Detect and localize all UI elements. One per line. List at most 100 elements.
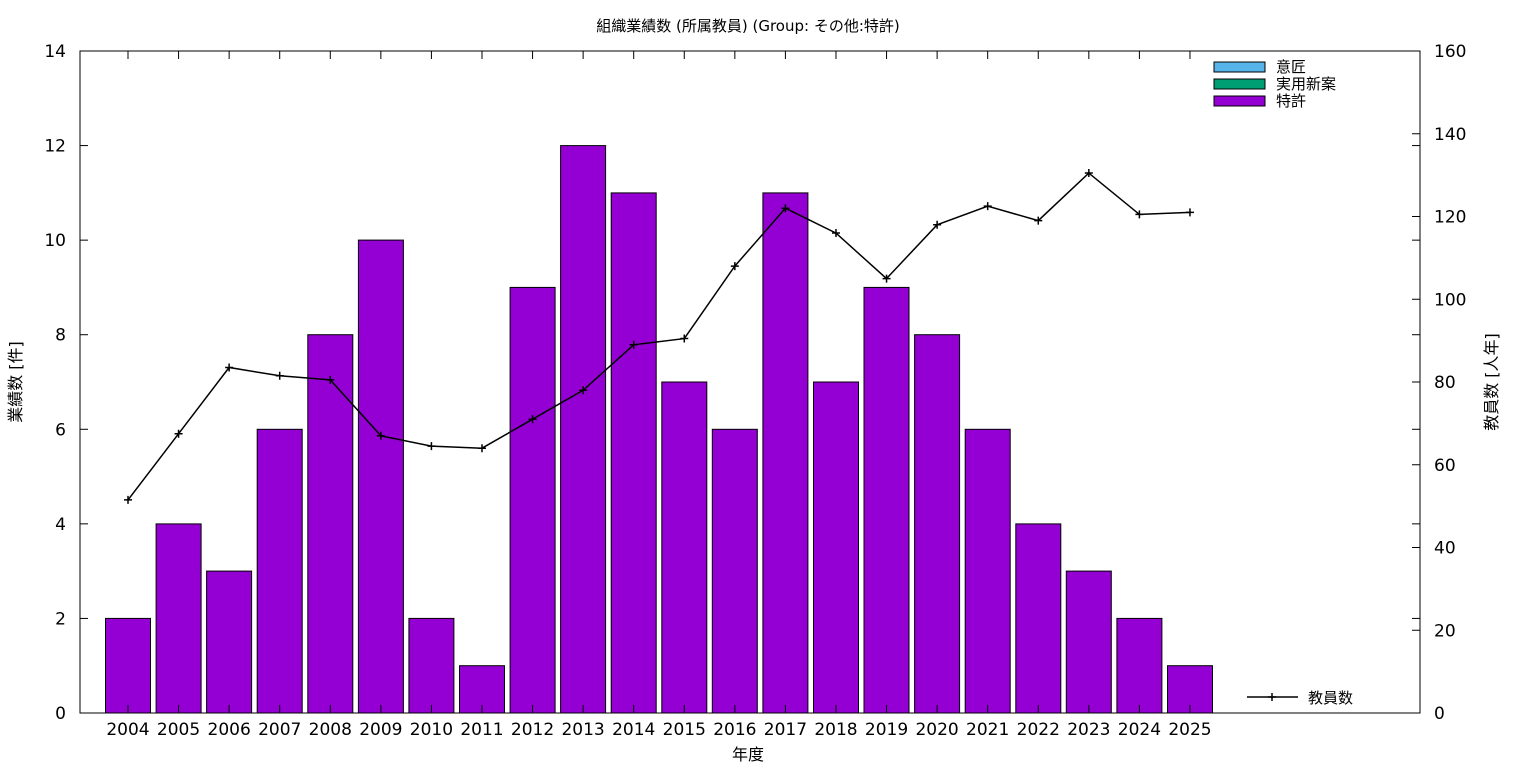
y2-tick-label: 20	[1434, 621, 1456, 641]
legend-line-marker	[1268, 693, 1276, 701]
legend-swatch	[1213, 61, 1266, 73]
line-layer	[124, 169, 1194, 504]
bar	[105, 617, 151, 714]
line-point	[1185, 208, 1194, 217]
line-point	[882, 274, 891, 283]
line-point	[1084, 169, 1093, 178]
line-point	[225, 363, 234, 372]
line-series	[127, 172, 1191, 501]
bar	[610, 192, 657, 714]
x-tick-label: 2021	[966, 720, 1009, 740]
y2-tick-label: 60	[1434, 456, 1456, 476]
y-axis: 0 2 4 6 8 10 12 14	[44, 42, 1420, 724]
x-tick-label: 2024	[1118, 720, 1161, 740]
line-point	[528, 415, 537, 424]
y-tick-label: 0	[55, 704, 66, 724]
line-point	[579, 386, 588, 395]
bar	[408, 617, 455, 714]
line-point	[477, 444, 486, 453]
x-tick-label: 2014	[612, 720, 655, 740]
y2-tick-label: 120	[1434, 208, 1466, 228]
x-tick-label: 2020	[915, 720, 958, 740]
x-tick-label: 2015	[663, 720, 706, 740]
bar	[863, 286, 910, 714]
bar	[813, 381, 859, 714]
line-point	[427, 442, 436, 451]
x-tick-label: 2009	[359, 720, 402, 740]
y-tick-label: 2	[55, 609, 66, 629]
bar	[1015, 523, 1062, 714]
line-point	[730, 262, 739, 271]
bar	[509, 286, 556, 714]
y-axis-label: 業績数 [件]	[6, 341, 25, 423]
legend-label: 特許	[1276, 92, 1306, 110]
line-point	[680, 334, 689, 343]
line-point	[831, 229, 840, 238]
x-tick-label: 2012	[511, 720, 554, 740]
legend-label: 実用新案	[1276, 75, 1336, 93]
line-point	[124, 495, 132, 504]
legend-swatch	[1213, 78, 1266, 90]
legend-label: 意匠	[1276, 58, 1306, 76]
bar	[256, 428, 303, 714]
x-tick-label: 2008	[309, 720, 352, 740]
bars-layer	[105, 145, 1213, 714]
y2-tick-label: 40	[1434, 539, 1456, 559]
y2-tick-label: 100	[1434, 290, 1466, 310]
y-tick-label: 8	[55, 326, 66, 346]
y2-axis: 0 20 40 60 80 100 120 140 160	[1412, 42, 1466, 724]
bar	[1065, 570, 1112, 714]
y-tick-label: 14	[44, 42, 66, 62]
x-tick-label: 2018	[814, 720, 857, 740]
x-tick-label: 2017	[764, 720, 807, 740]
y2-axis-label: 教員数 [人年]	[1482, 333, 1501, 431]
bar	[914, 334, 961, 714]
x-tick-label: 2011	[460, 720, 503, 740]
y2-tick-label: 80	[1434, 373, 1456, 393]
legend-label: 教員数	[1308, 689, 1353, 707]
y-tick-label: 12	[44, 137, 66, 157]
x-tick-label: 2023	[1067, 720, 1110, 740]
x-tick-label: 2022	[1017, 720, 1060, 740]
line-point	[174, 429, 183, 438]
x-tick-label: 2016	[713, 720, 756, 740]
x-axis: 2004 2005 2006 2007 2008 2009 2010 2011 2012 2013…	[106, 51, 1212, 740]
chart-title: 組織業績数 (所属教員) (Group: その他:特許)	[596, 17, 900, 35]
bar	[1116, 617, 1163, 714]
bar	[206, 570, 253, 714]
bar	[307, 334, 354, 714]
x-tick-label: 2025	[1168, 720, 1211, 740]
bar	[762, 192, 809, 714]
line-point	[275, 371, 284, 380]
line-point	[781, 204, 790, 213]
line-point	[933, 220, 942, 229]
x-tick-label: 2019	[865, 720, 908, 740]
line-point	[1135, 210, 1144, 219]
bar	[155, 523, 202, 714]
line-point	[629, 340, 638, 349]
y-tick-label: 6	[55, 420, 66, 440]
y-tick-label: 4	[55, 515, 66, 535]
y2-tick-label: 140	[1434, 125, 1466, 145]
line-point	[983, 202, 992, 211]
bar	[661, 381, 708, 714]
bar	[964, 428, 1011, 714]
x-tick-label: 2010	[410, 720, 453, 740]
y2-tick-label: 160	[1434, 42, 1466, 62]
line-point	[326, 375, 335, 384]
bar	[357, 239, 404, 714]
bar	[711, 428, 758, 714]
y2-tick-label: 0	[1434, 704, 1445, 724]
bar	[560, 145, 607, 714]
y-tick-label: 10	[44, 231, 66, 251]
legend-swatch	[1213, 95, 1266, 107]
line-point	[1034, 216, 1043, 225]
x-tick-label: 2004	[106, 720, 149, 740]
x-axis-label: 年度	[732, 745, 764, 764]
x-tick-label: 2005	[157, 720, 200, 740]
line-point	[376, 431, 385, 440]
x-tick-label: 2006	[208, 720, 251, 740]
x-tick-label: 2007	[258, 720, 301, 740]
